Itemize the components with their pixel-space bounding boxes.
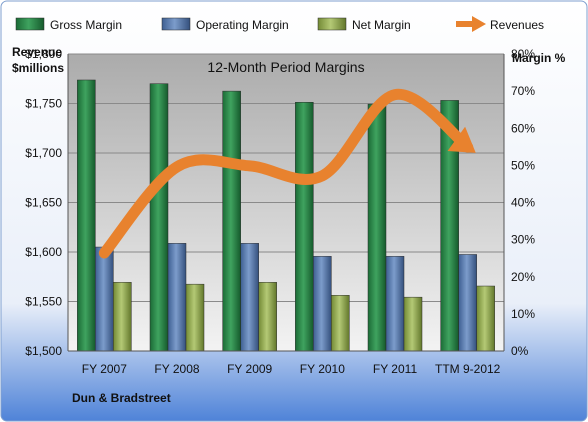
x-tick-label: FY 2007 [82, 362, 127, 376]
y-left-tick-label: $1,800 [25, 47, 62, 61]
legend-net-margin: Net Margin [317, 17, 411, 32]
y-right-tick-label: 20% [511, 270, 535, 284]
net-margin-bar [476, 285, 495, 352]
y-left-label-line-1: Revenue [12, 45, 62, 59]
legend-operating-margin: Operating Margin [161, 17, 289, 32]
y-right-tick-label: 30% [511, 233, 535, 247]
y-left-tick-label: $1,650 [25, 196, 62, 210]
revenues-line [98, 89, 474, 259]
y-left-tick-label: $1,700 [25, 146, 62, 160]
y-left-label-line-2: $millions [12, 61, 64, 75]
axes: $1,500 $1,550 $1,600 $1,650 $1,700 $1,750 $1,8… [25, 47, 535, 376]
x-tick-label: FY 2011 [373, 362, 418, 376]
legend-gross-margin: Gross Margin [15, 17, 122, 32]
operating-margin-bar [385, 256, 405, 352]
y-right-tick-label: 60% [511, 121, 535, 135]
net-margin-bar [258, 282, 277, 352]
operating-margin-bar [240, 243, 259, 352]
y-right-tick-label: 0% [511, 344, 529, 358]
net-margin-bar [113, 282, 132, 352]
net-margin-bar [331, 295, 350, 352]
bars [77, 79, 495, 352]
legend-swatch [161, 17, 191, 31]
gross-margin-bar [77, 79, 96, 352]
net-margin-bar [185, 283, 205, 352]
y-right-tick-label: 50% [511, 158, 535, 172]
y-left-tick-label: $1,550 [25, 295, 62, 309]
y-right-label: Margin % [512, 51, 566, 65]
legend-label: Revenues [490, 18, 544, 32]
operating-margin-bar [313, 256, 332, 352]
x-tick-label: FY 2008 [154, 362, 199, 376]
x-tick-label: FY 2010 [300, 362, 345, 376]
gross-margin-bar [149, 83, 169, 352]
legend-swatch-arrow [472, 16, 486, 32]
y-left-tick-label: $1,750 [25, 97, 62, 111]
revenue-line-layer [98, 89, 476, 259]
chart-title: 12-Month Period Margins [207, 59, 364, 75]
legend: Gross Margin Operating Margin Net Margin Re… [15, 16, 544, 32]
operating-margin-bar [458, 254, 477, 352]
legend-label: Gross Margin [50, 18, 122, 32]
company-label: Dun & Bradstreet [72, 391, 171, 405]
y-right-tick-label: 70% [511, 84, 535, 98]
legend-swatch [317, 17, 347, 31]
legend-label: Net Margin [352, 18, 411, 32]
gross-margin-bar [295, 102, 314, 352]
y-left-tick-label: $1,500 [25, 344, 62, 358]
legend-swatch [15, 17, 45, 31]
y-right-tick-label: 10% [511, 307, 535, 321]
net-margin-bar [403, 296, 423, 352]
y-left-tick-label: $1,600 [25, 245, 62, 259]
y-right-tick-label: 80% [511, 47, 535, 61]
legend-revenues: Revenues [456, 16, 544, 32]
gross-margin-bar [222, 90, 241, 352]
revenues-line-arrowhead [447, 126, 476, 153]
legend-label: Operating Margin [196, 18, 289, 32]
x-tick-label: FY 2009 [227, 362, 272, 376]
gross-margin-bar [367, 103, 387, 352]
y-right-tick-label: 40% [511, 196, 535, 210]
x-tick-label: TTM 9-2012 [435, 362, 501, 376]
operating-margin-bar [95, 246, 114, 352]
operating-margin-bar [167, 243, 187, 352]
